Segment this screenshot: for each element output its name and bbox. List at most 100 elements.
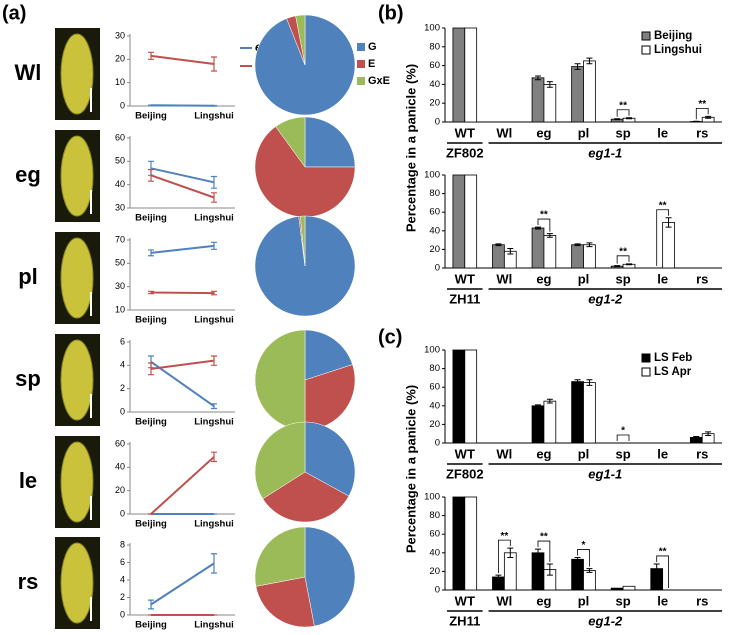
x-tick-label: rs	[696, 271, 708, 286]
y-tick-label: 70	[115, 234, 125, 244]
error-bar	[546, 233, 553, 238]
y-tick-label: 100	[424, 492, 440, 503]
y-tick-label: 20	[115, 485, 125, 495]
legend-label: G	[368, 41, 377, 53]
bar	[531, 405, 545, 444]
error-bar	[705, 431, 712, 437]
x-tick-label: le	[657, 593, 668, 608]
pie-slice	[275, 116, 306, 168]
y-tick-label: 30	[115, 281, 125, 291]
error-bar	[693, 435, 700, 439]
x-tick-label: sp	[615, 446, 630, 461]
x-tick-label: Wl	[496, 446, 512, 461]
bar	[464, 349, 478, 444]
significance-label: *	[582, 540, 586, 551]
bar	[610, 587, 624, 591]
x-tick-label: le	[657, 271, 668, 286]
error-bar	[495, 574, 502, 580]
y-tick-label: 80	[429, 363, 440, 374]
error-bar	[653, 563, 660, 574]
series-line	[150, 562, 215, 606]
error-bar	[574, 63, 581, 70]
error-bar	[211, 451, 217, 463]
x-tick-label: Beijing	[135, 213, 167, 224]
error-bar	[546, 563, 553, 576]
x-tick-label: Wl	[496, 593, 512, 608]
error-bar	[665, 217, 672, 228]
y-tick-label: 80	[429, 41, 440, 52]
error-bar	[693, 120, 700, 123]
significance-bracket	[616, 434, 630, 441]
x-tick-label: eg	[536, 446, 551, 461]
photo-spikelet	[60, 542, 94, 624]
y-tick-label: 50	[115, 258, 125, 268]
photo-spikelet	[60, 135, 94, 217]
error-bar	[148, 290, 154, 295]
y-tick-label: 20	[115, 54, 125, 64]
series-line	[150, 54, 215, 65]
significance-bracket	[537, 218, 551, 232]
error-bar	[148, 51, 154, 60]
y-tick-label: 0	[120, 609, 125, 619]
bar	[543, 84, 557, 123]
legend-label: Lingshui	[654, 44, 702, 56]
y-tick-label: 20	[429, 98, 440, 109]
y-tick-label: 20	[429, 566, 440, 577]
legend-swatch	[641, 353, 651, 363]
bar	[543, 400, 557, 444]
x-tick-label: sp	[615, 125, 630, 140]
y-tick-label: 4	[120, 574, 125, 584]
legend-label: E	[368, 58, 375, 70]
y-tick-label: 60	[429, 207, 440, 218]
bar	[464, 496, 478, 591]
error-bar	[586, 242, 593, 248]
group-label: eg1-2	[588, 613, 623, 628]
x-tick-label: Beijing	[135, 620, 167, 631]
series-line	[150, 359, 215, 370]
x-tick-label: Beijing	[135, 111, 167, 122]
bar	[452, 349, 466, 444]
legend-label: Beijing	[654, 30, 692, 42]
bar	[452, 174, 466, 269]
group-label: ZH11	[449, 613, 480, 628]
significance-label: *	[621, 426, 625, 437]
y-tick-label: 40	[115, 179, 125, 189]
x-tick-label: le	[657, 125, 668, 140]
significance-bracket	[695, 107, 709, 120]
significance-label: **	[540, 210, 548, 221]
y-tick-label: 40	[429, 225, 440, 236]
error-bar	[148, 249, 154, 257]
error-bar	[534, 75, 541, 81]
error-bar	[586, 57, 593, 65]
y-tick-label: 4	[120, 360, 125, 370]
error-bar	[626, 263, 633, 266]
pie-slice	[304, 526, 356, 627]
error-bar	[507, 547, 514, 558]
y-tick-label: 2	[120, 592, 125, 602]
significance-bracket	[577, 549, 590, 567]
error-bar	[211, 553, 217, 574]
y-tick-label: 80	[429, 188, 440, 199]
row-label: pl	[18, 264, 38, 289]
row-label: Wl	[15, 60, 42, 85]
x-tick-label: pl	[578, 271, 590, 286]
error-bar	[211, 355, 217, 366]
error-bar	[211, 175, 217, 189]
error-bar	[148, 168, 154, 182]
y-tick-label: 20	[429, 419, 440, 430]
series-line	[150, 291, 215, 295]
series-line	[150, 361, 215, 407]
significance-label: **	[619, 100, 627, 111]
row-label: sp	[15, 366, 41, 391]
bar	[662, 222, 675, 269]
photo-spikelet	[60, 339, 94, 421]
significance-label: **	[698, 99, 706, 110]
legend-swatch	[357, 60, 365, 68]
y-tick-label: 40	[429, 79, 440, 90]
error-bar	[614, 118, 621, 121]
x-tick-label: WT	[455, 446, 475, 461]
x-tick-label: Lingshui	[194, 519, 234, 530]
error-bar	[211, 192, 217, 203]
bar	[531, 77, 545, 123]
